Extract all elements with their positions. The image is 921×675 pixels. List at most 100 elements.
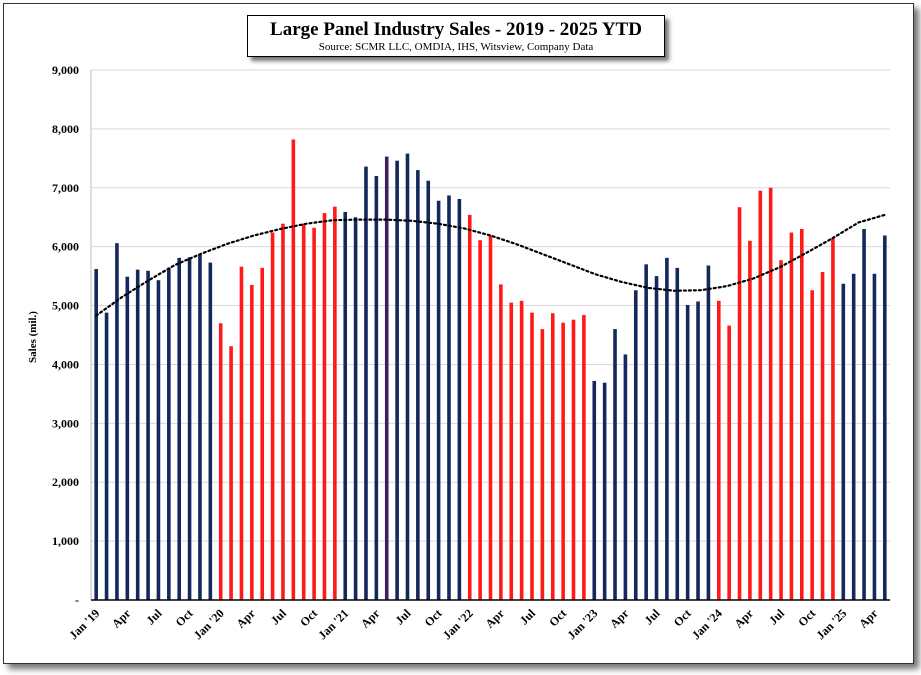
x-tick-label: Apr <box>358 606 383 631</box>
bar <box>571 319 576 600</box>
bar <box>810 290 814 600</box>
bar <box>727 325 731 600</box>
bar <box>364 166 368 601</box>
bar <box>550 313 555 600</box>
bar <box>862 229 866 600</box>
bar <box>395 160 399 600</box>
bar <box>208 262 213 600</box>
x-tick-label: Apr <box>482 606 507 631</box>
chart-subtitle: Source: SCMR LLC, OMDIA, IHS, Witsview, … <box>318 41 594 53</box>
x-tick-label: Jan '23 <box>564 606 600 642</box>
x-tick-label: Oct <box>795 606 818 629</box>
bar <box>218 323 223 600</box>
x-tick-label: Jan '19 <box>66 606 102 642</box>
bar <box>758 190 763 600</box>
x-tick-label: Apr <box>109 606 134 631</box>
y-tick-label: 4,000 <box>52 357 79 371</box>
bar <box>301 223 306 600</box>
bar <box>198 254 202 600</box>
bar <box>675 267 680 600</box>
x-tick-label: Jan '20 <box>191 606 227 642</box>
x-tick-label: Oct <box>422 606 445 629</box>
x-tick-label: Jul <box>143 606 165 628</box>
y-axis-label: Sales (mil.) <box>27 311 39 363</box>
bar <box>416 170 420 600</box>
bar <box>633 290 638 600</box>
bar <box>135 269 140 600</box>
bar <box>623 354 628 600</box>
bar <box>561 322 565 600</box>
bar <box>467 214 472 600</box>
bar <box>582 314 586 600</box>
bar <box>768 187 773 600</box>
x-tick-label: Jan '22 <box>440 606 476 642</box>
y-tick-label: 6,000 <box>52 240 79 254</box>
x-tick-label: Apr <box>607 606 632 631</box>
x-tick-label: Jan '21 <box>315 606 351 642</box>
chart-title-box: Large Panel Industry Sales - 2019 - 2025… <box>247 15 665 57</box>
y-tick-label: 9,000 <box>52 63 79 77</box>
bar <box>447 195 451 600</box>
bar <box>716 300 721 600</box>
bar <box>374 176 379 600</box>
x-tick-label: Jul <box>268 606 290 628</box>
x-tick-label: Jul <box>392 606 414 628</box>
bar <box>654 276 659 600</box>
bar <box>322 213 327 600</box>
trendline <box>95 213 886 317</box>
bar <box>260 267 265 600</box>
x-tick-label: Apr <box>233 606 258 631</box>
bar <box>602 382 607 600</box>
bar <box>540 329 545 600</box>
bar <box>94 269 98 600</box>
bar <box>644 264 648 600</box>
y-tick-label: 1,000 <box>52 534 79 548</box>
x-tick-label: Jul <box>766 606 788 628</box>
bar <box>436 200 441 600</box>
bar <box>883 235 887 600</box>
x-tick-label: Apr <box>732 606 757 631</box>
y-tick-label: 3,000 <box>52 416 79 430</box>
bar <box>706 265 711 600</box>
bar <box>405 153 410 600</box>
bar <box>250 284 254 600</box>
bar <box>789 232 794 601</box>
bar <box>187 257 192 600</box>
bar <box>457 198 462 600</box>
bar <box>270 232 275 601</box>
x-tick-label: Jul <box>641 606 663 628</box>
x-tick-label: Oct <box>297 606 320 629</box>
bar <box>291 139 296 600</box>
bar <box>104 312 109 600</box>
x-tick-label: Jan '24 <box>689 606 725 642</box>
bar <box>779 260 783 600</box>
bar <box>384 156 389 601</box>
bar <box>519 300 524 600</box>
bar <box>499 284 503 600</box>
x-tick-label: Apr <box>856 606 881 631</box>
bar <box>353 217 358 600</box>
bar <box>665 257 669 600</box>
bar <box>530 312 534 600</box>
y-tick-label: - <box>75 593 79 607</box>
x-tick-label: Oct <box>546 606 569 629</box>
bar <box>333 206 337 600</box>
bar <box>831 238 835 600</box>
chart-title: Large Panel Industry Sales - 2019 - 2025… <box>270 19 642 40</box>
bar <box>146 270 150 600</box>
bar <box>478 240 482 600</box>
bar <box>872 273 877 600</box>
bar <box>820 271 825 600</box>
y-tick-label: 2,000 <box>52 475 79 489</box>
bar <box>125 276 130 600</box>
bar <box>737 207 742 600</box>
x-tick-label: Jul <box>517 606 539 628</box>
bars <box>94 139 887 601</box>
bar <box>592 380 597 600</box>
bar <box>281 223 285 600</box>
bar <box>343 211 348 600</box>
x-tick-label: Jan '25 <box>813 606 849 642</box>
bar <box>685 304 690 600</box>
bar <box>509 302 514 600</box>
y-tick-label: 5,000 <box>52 299 79 313</box>
